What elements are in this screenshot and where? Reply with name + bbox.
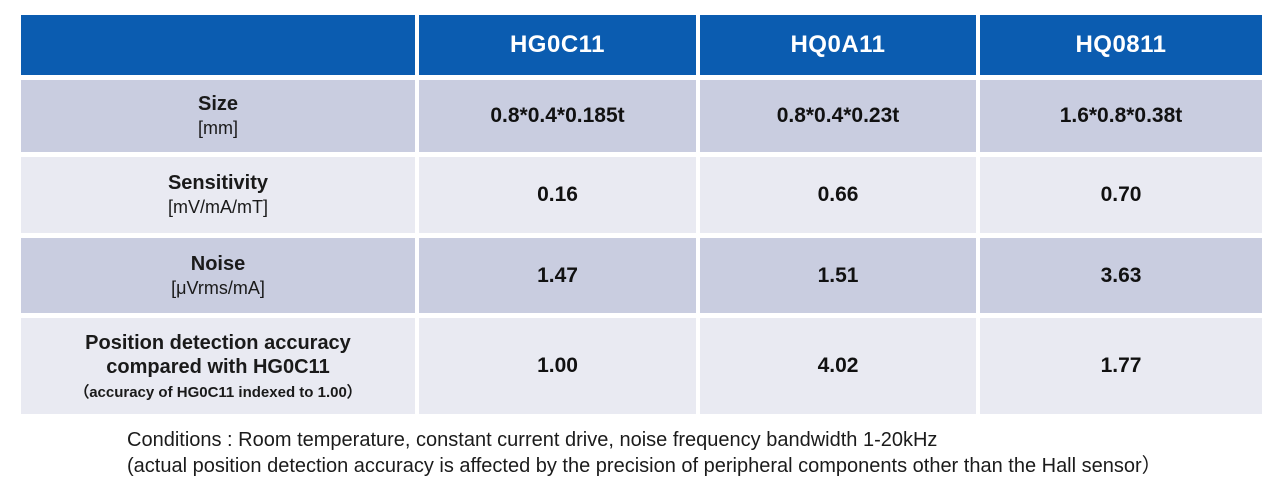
accuracy-value-hq0a11: 4.02: [700, 318, 976, 414]
conditions-line-1: Conditions : Room temperature, constant …: [127, 429, 938, 451]
row-unit-size: [mm]: [198, 118, 238, 138]
row-header-sensitivity: Sensitivity [mV/mA/mT]: [21, 157, 415, 233]
noise-value-hq0a11: 1.51: [700, 238, 976, 313]
spec-table: HG0C11 HQ0A11 HQ0811 Size [mm] 0.8*0.4*0…: [21, 15, 1262, 414]
row-label-noise: Noise: [190, 252, 246, 275]
conditions-note: Conditions : Room temperature, constant …: [127, 427, 1162, 480]
row-label-size: Size: [197, 93, 239, 115]
size-value-hg0c11: 0.8*0.4*0.185t: [419, 80, 696, 152]
column-header-hq0a11: HQ0A11: [700, 15, 976, 75]
row-label-position-accuracy: Position detection accuracy compared wit…: [85, 331, 351, 378]
size-value-hq0811: 1.6*0.8*0.38t: [980, 80, 1262, 152]
row-label-sensitivity: Sensitivity: [167, 172, 269, 194]
row-header-position-accuracy: Position detection accuracy compared wit…: [21, 318, 415, 414]
noise-value-hq0811: 3.63: [980, 238, 1262, 313]
row-header-size: Size [mm]: [21, 80, 415, 152]
accuracy-value-hg0c11: 1.00: [419, 318, 696, 414]
row-header-noise: Noise [μVrms/mA]: [21, 238, 415, 313]
accuracy-value-hq0811: 1.77: [980, 318, 1262, 414]
column-header-hg0c11: HG0C11: [419, 15, 696, 75]
conditions-line-2: (actual position detection accuracy is a…: [127, 455, 1162, 478]
row-unit-sensitivity: [mV/mA/mT]: [168, 197, 268, 217]
size-value-hq0a11: 0.8*0.4*0.23t: [700, 80, 976, 152]
sensitivity-value-hg0c11: 0.16: [419, 157, 696, 233]
row-unit-noise: [μVrms/mA]: [171, 277, 265, 298]
header-corner-cell: [21, 15, 415, 75]
sensitivity-value-hq0a11: 0.66: [700, 157, 976, 233]
sensitivity-value-hq0811: 0.70: [980, 157, 1262, 233]
row-note-position-accuracy: （accuracy of HG0C11 indexed to 1.00）: [74, 383, 362, 401]
noise-value-hg0c11: 1.47: [419, 238, 696, 313]
column-header-hq0811: HQ0811: [980, 15, 1262, 75]
